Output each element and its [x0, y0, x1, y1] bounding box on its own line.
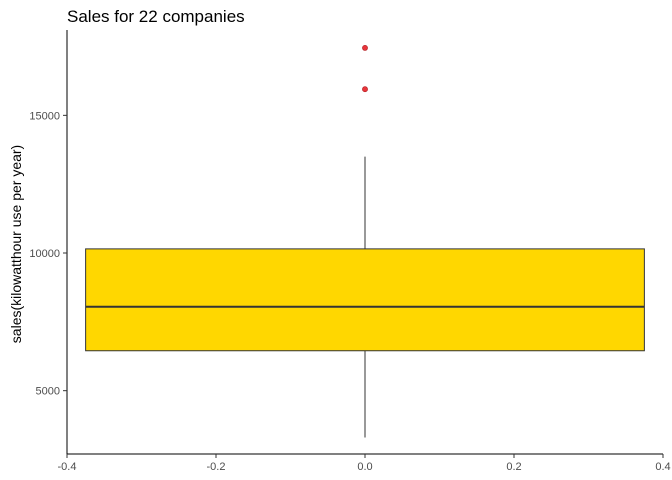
- y-tick-label: 15000: [29, 110, 60, 122]
- y-tick-label: 10000: [29, 248, 60, 260]
- plot-area: 5000 10000 15000 -0.4 -0.2 0.0 0.2 0.4: [29, 30, 671, 473]
- y-tick-label: 5000: [36, 386, 60, 398]
- chart-title: Sales for 22 companies: [67, 7, 245, 26]
- outlier-point-2: [362, 44, 368, 51]
- x-tick-label: 0.4: [655, 461, 670, 473]
- x-tick-label: -0.2: [207, 461, 226, 473]
- y-axis-title: sales(kilowatthour use per year): [8, 145, 24, 343]
- x-tick-label: 0.0: [357, 461, 372, 473]
- iqr-box: [85, 248, 645, 352]
- x-tick-label: -0.4: [58, 461, 77, 473]
- x-tick-label: 0.2: [506, 461, 521, 473]
- outlier-point-1: [362, 86, 368, 93]
